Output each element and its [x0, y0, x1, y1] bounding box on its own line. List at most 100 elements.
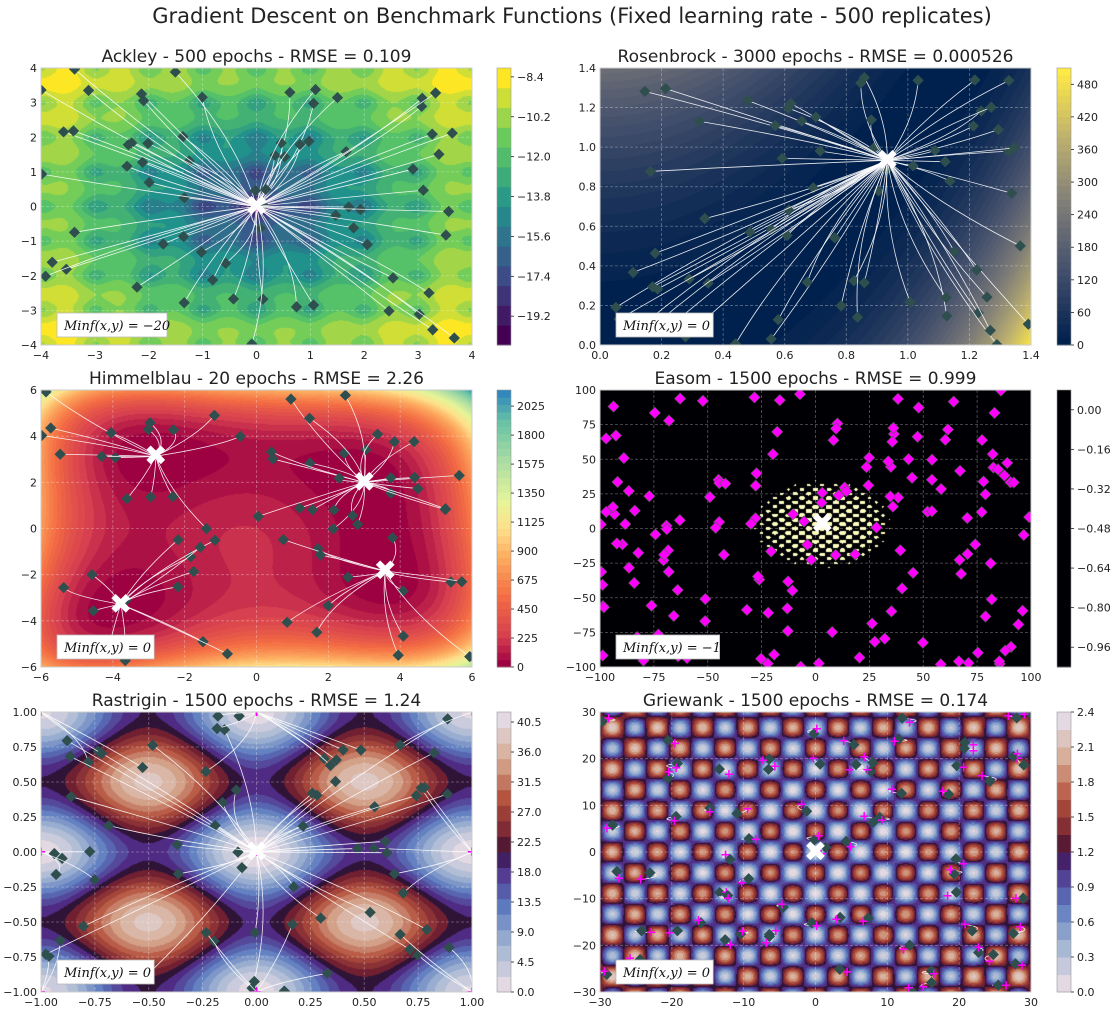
start-marker: [352, 842, 364, 855]
y-tick-label: 0.75: [13, 741, 38, 754]
start-marker: [600, 578, 609, 591]
end-marker: +: [115, 597, 126, 612]
colorbar-band: [1057, 799, 1071, 818]
start-marker: [763, 928, 776, 941]
trajectory-line: [327, 570, 386, 606]
y-tick-label: −50: [573, 592, 596, 605]
colorbar-band: [497, 652, 511, 661]
colorbar-band: [497, 659, 511, 668]
start-marker: [617, 452, 630, 465]
start-marker: [806, 917, 818, 929]
end-marker: +: [736, 876, 747, 891]
global-minimum-marker: ✖: [373, 554, 396, 587]
subplot-title: Rastrigin - 1500 epochs - RMSE = 1.24: [92, 691, 421, 711]
start-marker: [941, 310, 953, 322]
end-marker: +: [251, 845, 262, 860]
start-marker: [249, 184, 262, 197]
start-marker: [441, 788, 454, 800]
colorbar: 0.0 4.5 9.0 13.5 18.0 22.5 27.0 31.5 36.0 40.5: [496, 711, 542, 999]
start-marker: [939, 433, 952, 446]
start-marker: [961, 547, 974, 561]
colorbar-band: [1057, 282, 1071, 291]
end-marker: +: [1012, 747, 1023, 762]
start-marker: [699, 212, 711, 225]
start-marker: [1007, 476, 1020, 489]
trajectory-line: [256, 851, 321, 919]
start-marker: [953, 553, 966, 567]
start-marker: [848, 738, 860, 751]
start-marker: [867, 816, 879, 828]
start-marker: [178, 192, 190, 204]
trajectory-line: [887, 106, 992, 161]
start-marker: [904, 296, 916, 308]
start-marker: [782, 575, 795, 588]
start-marker: [849, 548, 862, 561]
end-marker: +: [973, 941, 984, 956]
start-marker: [172, 868, 184, 880]
x-tick-label: 6: [469, 671, 476, 684]
start-marker: [826, 626, 839, 639]
colorbar-band: [1057, 852, 1071, 870]
start-marker: [958, 742, 970, 755]
trajectory-line: [886, 160, 911, 303]
colorbar-band: [1057, 869, 1071, 888]
end-marker: +: [467, 845, 478, 860]
subplot-rosenbrock: ++++++++++++++++++++++++++++++++++++++++…: [579, 47, 1099, 362]
start-marker: [646, 281, 659, 293]
end-marker: +: [625, 952, 636, 967]
start-marker: [307, 299, 320, 311]
colorbar-band: [1057, 234, 1071, 242]
colorbar-tick-label: −15.6: [517, 230, 551, 243]
colorbar-band: [1057, 123, 1071, 131]
start-marker: [934, 658, 947, 667]
start-marker: [781, 624, 794, 638]
trajectory-line: [806, 160, 888, 283]
colorbar-band: [1057, 130, 1071, 138]
colorbar-band: [497, 206, 511, 227]
trajectory-line: [887, 110, 982, 161]
y-tick-label: −10: [573, 893, 596, 906]
trajectories: ++++++++++++++++++++++++++++++++++++++++…: [41, 712, 478, 992]
trajectory-line: [887, 125, 974, 161]
trajectory-line: [45, 851, 257, 955]
colorbar-tick-label: −0.64: [1077, 562, 1111, 575]
colorbar-band: [497, 929, 511, 946]
start-marker: [827, 434, 840, 447]
end-marker: +: [613, 871, 624, 886]
annotation-box: [615, 312, 714, 338]
start-marker: [925, 473, 939, 486]
start-marker: [729, 338, 742, 345]
y-tick-label: 100: [575, 384, 596, 397]
trajectory-line: [251, 206, 264, 345]
start-marker: [755, 652, 768, 665]
colorbar-band: [1057, 254, 1071, 263]
start-marker: [992, 979, 1004, 991]
trajectory-line: [383, 571, 399, 656]
x-tick-label: 0.0: [591, 349, 609, 362]
start-marker: [772, 314, 784, 326]
start-marker: [322, 599, 334, 612]
colorbar-band: [1057, 213, 1071, 221]
start-marker: [870, 521, 883, 534]
start-marker: [208, 409, 221, 422]
end-marker: +: [984, 954, 995, 969]
end-marker: +: [859, 750, 870, 765]
start-marker: [751, 570, 765, 583]
y-tick-label: −4: [21, 615, 37, 628]
y-tick-label: −2: [21, 569, 37, 582]
start-marker: [743, 873, 755, 885]
start-marker: [1009, 958, 1022, 970]
start-marker: [306, 787, 319, 799]
start-marker: [929, 144, 941, 157]
start-marker: [987, 948, 999, 961]
colorbar-band: [497, 564, 511, 573]
start-marker: [327, 523, 339, 535]
start-marker: [368, 842, 380, 855]
end-marker: +: [1010, 891, 1021, 906]
colorbar-band: [497, 404, 511, 413]
start-marker: [1018, 759, 1030, 771]
start-marker: [385, 487, 397, 499]
start-marker: [776, 152, 788, 165]
x-tick-label: −0.75: [78, 996, 112, 1009]
colorbar-band: [497, 743, 511, 760]
